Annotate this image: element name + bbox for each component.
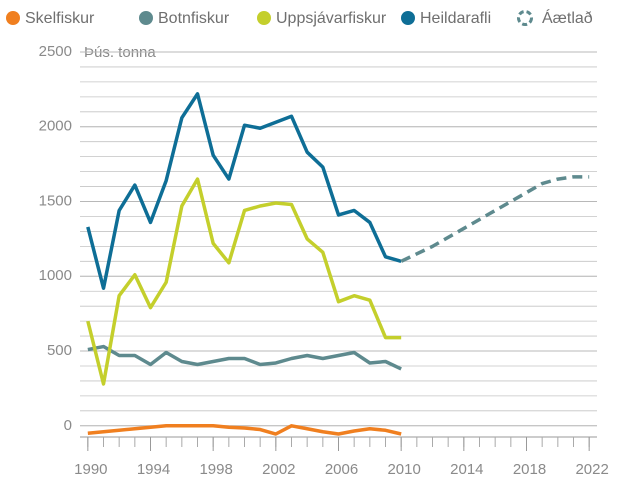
x-tick-label: 1990 <box>74 461 107 478</box>
series-line <box>87 344 402 371</box>
x-tick-label: 1998 <box>199 461 232 478</box>
legend-icon <box>257 11 271 25</box>
y-tick-label: 1500 <box>39 192 72 209</box>
x-tick-label: 2010 <box>387 461 420 478</box>
y-tick-label: 1000 <box>39 267 72 284</box>
y-tick-label: 2000 <box>39 118 72 135</box>
x-tick-label: 2002 <box>262 461 295 478</box>
series-line <box>87 424 402 436</box>
legend-label: Skelfiskur <box>25 10 95 27</box>
series-line <box>400 175 590 263</box>
y-tick-label: 500 <box>47 342 72 359</box>
legend-icon <box>401 11 415 25</box>
y-tick-label: 2500 <box>39 43 72 60</box>
legend-label: Áætlað <box>542 8 593 27</box>
legend-icon <box>6 11 20 25</box>
x-tick-label: 2014 <box>450 461 483 478</box>
series-line <box>86 92 402 290</box>
legend-icon <box>517 10 533 26</box>
legend-label: Botnfiskur <box>158 10 230 27</box>
x-tick-label: 2018 <box>513 461 546 478</box>
x-tick-label: 2022 <box>575 461 608 478</box>
legend-label: Heildarafli <box>420 10 491 27</box>
x-tick-label: 2006 <box>325 461 358 478</box>
y-tick-label: 0 <box>64 417 72 434</box>
legend-label: Uppsjávarfiskur <box>276 10 387 27</box>
legend-icon <box>139 11 153 25</box>
x-tick-label: 1994 <box>137 461 170 478</box>
series-line <box>86 177 402 386</box>
